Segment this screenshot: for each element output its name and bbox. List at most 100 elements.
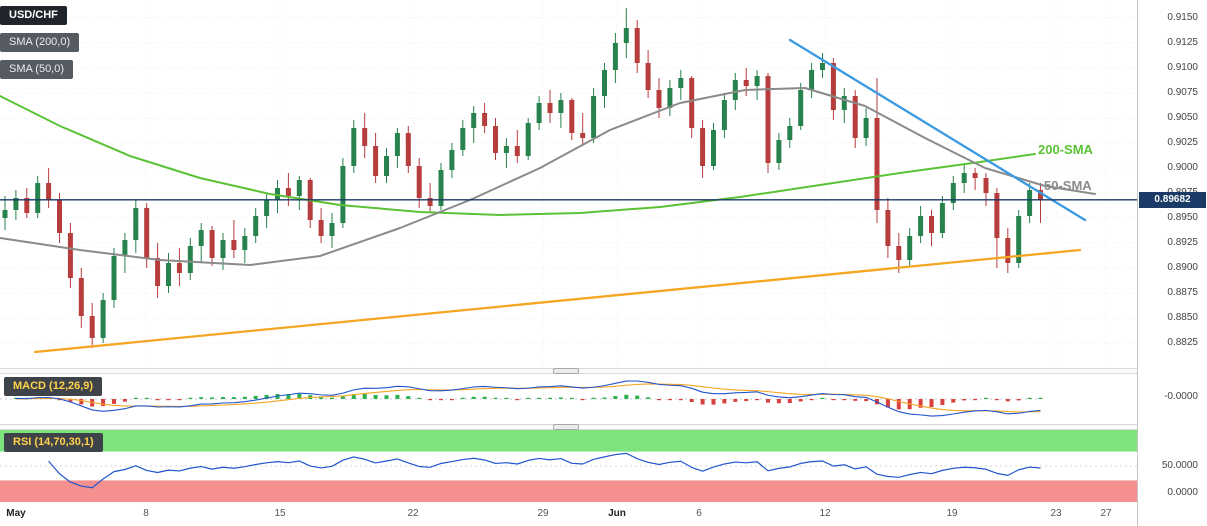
candle (1005, 238, 1011, 263)
descending-trendline (788, 38, 1087, 222)
price-axis-label: 0.8825 (1167, 337, 1198, 348)
candles-layer (2, 8, 1043, 348)
candle (950, 183, 956, 203)
candle (852, 96, 858, 138)
price-axis-label: 0.9050 (1167, 112, 1198, 123)
candle (656, 90, 662, 108)
current-price-badge: 0.89682 (1139, 191, 1206, 208)
candle (700, 128, 706, 166)
sma200-legend-badge[interactable]: SMA (200,0) (0, 33, 80, 52)
macd-line (15, 380, 1041, 417)
candle (340, 166, 346, 223)
candle (994, 193, 1000, 238)
candle (111, 256, 117, 300)
candle (711, 130, 716, 166)
candle (416, 166, 422, 198)
sma50-legend-badge[interactable]: SMA (50,0) (0, 60, 74, 79)
candle (253, 216, 259, 236)
price-axis-label: 0.8900 (1167, 262, 1198, 273)
candle (187, 246, 193, 273)
date-axis-label: 19 (946, 508, 958, 519)
candle (863, 118, 869, 138)
candle (536, 103, 542, 123)
grid-layer (0, 0, 1137, 368)
candle (983, 178, 989, 193)
panel-divider-macd (0, 368, 1137, 374)
panel-resize-handle[interactable] (553, 424, 579, 430)
candle (144, 208, 150, 258)
candle (242, 236, 248, 250)
price-axis[interactable]: 0.9150 0.9125 0.9100 0.9075 0.9050 0.9025 0.90… (1137, 0, 1207, 526)
rsi-canvas[interactable] (0, 430, 1137, 502)
candle (482, 113, 488, 126)
price-chart-canvas[interactable] (0, 0, 1137, 368)
price-axis-label: 0.8850 (1167, 312, 1198, 323)
candle (394, 133, 400, 156)
candle (602, 70, 607, 96)
candle (743, 80, 749, 86)
candle (929, 216, 934, 233)
rsi-badge[interactable]: RSI (14,70,30,1) (4, 433, 103, 452)
candle (275, 188, 280, 200)
candle (35, 183, 41, 213)
candle (776, 140, 782, 163)
candle (1016, 216, 1022, 263)
candle (133, 208, 139, 240)
macd-canvas[interactable] (0, 374, 1137, 424)
candle (427, 198, 433, 206)
candle (972, 173, 978, 178)
price-axis-label: 0.9025 (1167, 137, 1198, 148)
candle (122, 240, 128, 256)
candle (100, 300, 106, 338)
rsi-overbought-zone (0, 430, 1137, 452)
candle (78, 278, 84, 316)
rsi-panel[interactable]: RSI (14,70,30,1) (0, 430, 1137, 502)
candle (176, 263, 182, 273)
time-axis[interactable]: May 8 15 22 29 Jun 6 12 19 23 27 (0, 502, 1137, 526)
macd-badge[interactable]: MACD (12,26,9) (4, 377, 103, 396)
candle (89, 316, 95, 338)
candle (645, 63, 651, 90)
candle (918, 216, 924, 236)
date-axis-label: 8 (143, 508, 149, 519)
candle (264, 200, 270, 216)
date-axis-label: 23 (1050, 508, 1062, 519)
price-axis-label: 0.8875 (1167, 287, 1198, 298)
candle (2, 210, 8, 218)
price-chart-panel[interactable]: USD/CHF SMA (200,0) SMA (50,0) 200-SMA 5… (0, 0, 1137, 368)
rsi-line (48, 452, 1041, 489)
sma200-line (0, 95, 1036, 216)
candle (623, 28, 629, 43)
date-axis-label: 15 (274, 508, 286, 519)
date-axis-label: 29 (537, 508, 549, 519)
price-axis-label: 0.9000 (1167, 162, 1198, 173)
candle (220, 240, 226, 258)
candle (961, 173, 967, 183)
panel-divider-rsi (0, 424, 1137, 430)
sma50-line (0, 87, 1096, 266)
candle (689, 78, 695, 128)
rsi-axis-0: 0.0000 (1167, 487, 1198, 498)
date-axis-label: May (6, 508, 26, 519)
candle (547, 103, 553, 113)
candle (841, 96, 847, 110)
candle (57, 200, 62, 233)
candle (874, 118, 880, 210)
candle (460, 128, 466, 150)
candle (798, 90, 804, 126)
rsi-oversold-zone (0, 480, 1137, 502)
macd-panel[interactable]: MACD (12,26,9) (0, 374, 1137, 424)
date-axis-label: 6 (696, 508, 702, 519)
sma200-line-label: 200-SMA (1038, 142, 1093, 157)
candle (198, 230, 204, 246)
panel-resize-handle[interactable] (553, 368, 579, 374)
candle (13, 198, 19, 210)
date-axis-label: 12 (819, 508, 831, 519)
candle (155, 258, 161, 286)
candle (885, 210, 891, 246)
price-axis-label: 0.9125 (1167, 37, 1198, 48)
candle (514, 146, 520, 156)
candle (373, 146, 379, 176)
candle (285, 188, 291, 196)
